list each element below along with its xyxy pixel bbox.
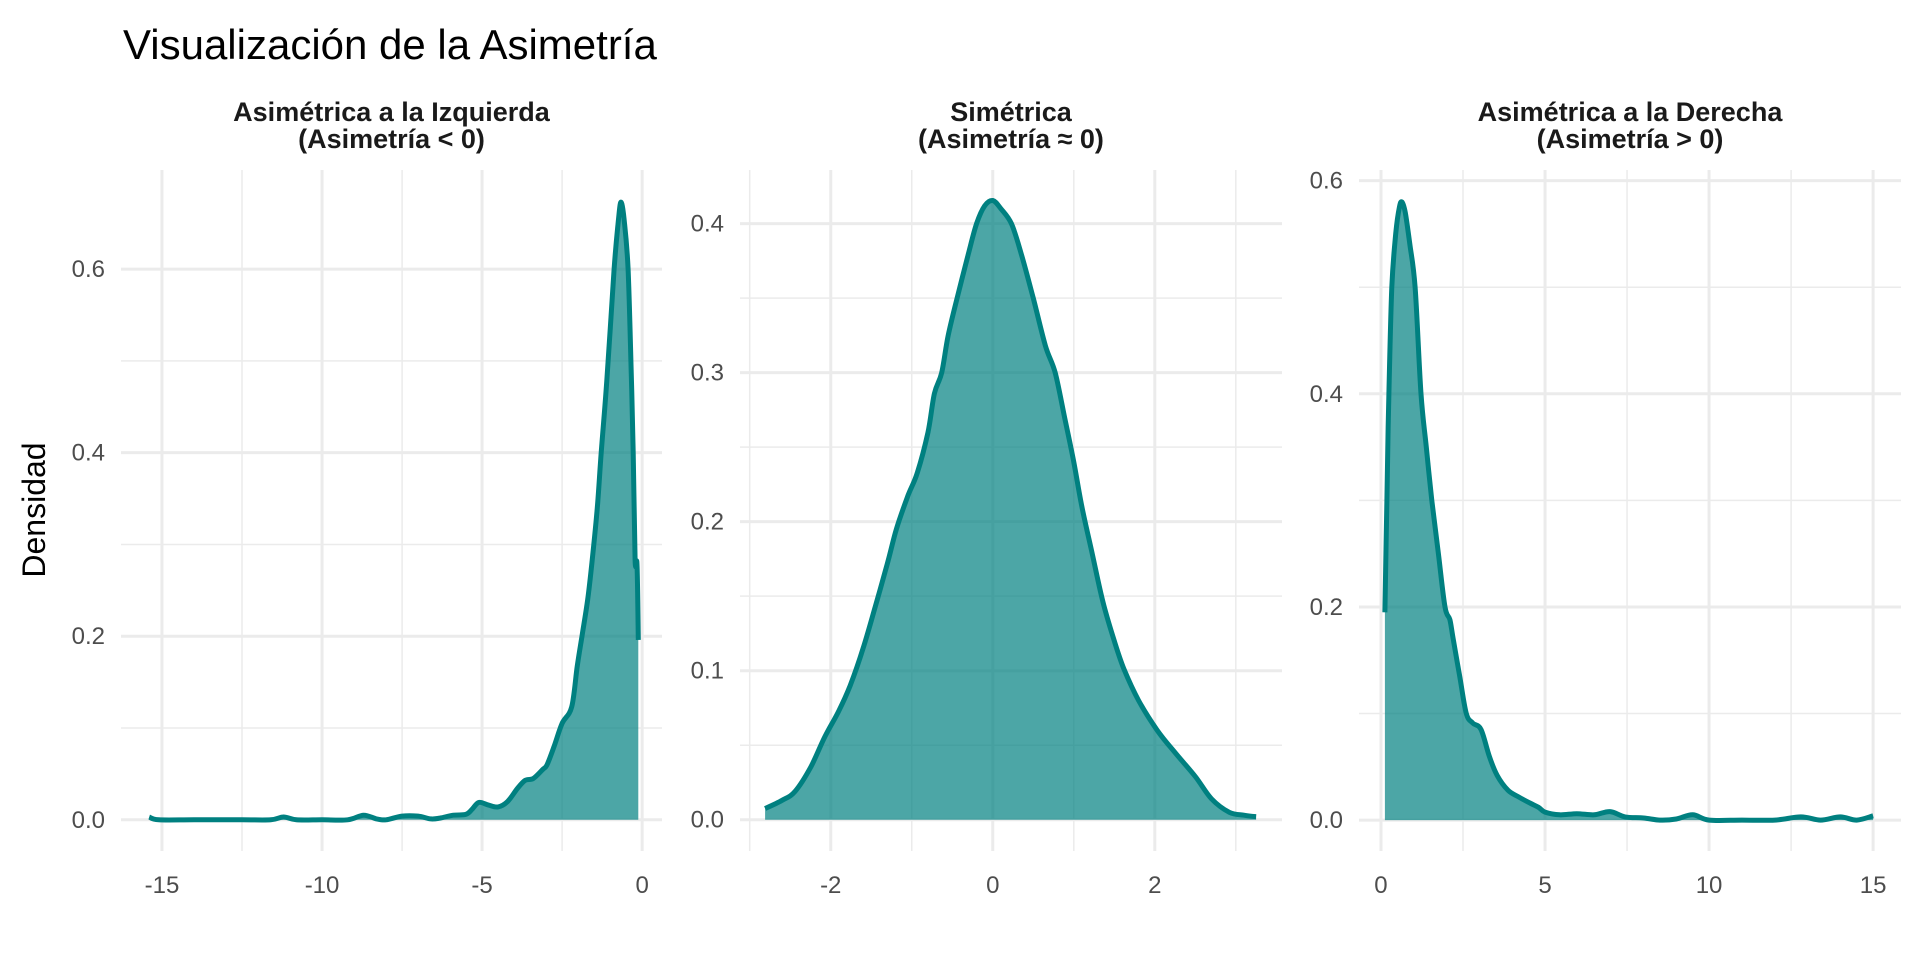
panel-symmetric-density-area: [765, 200, 1257, 820]
panel-right-x-tick-label: 15: [1860, 872, 1887, 899]
panel-left-y-tick-label: 0.0: [72, 807, 105, 834]
panel-symmetric-strip-line2: (Asimetría ≈ 0): [918, 124, 1104, 154]
panel-right-density-line: [1382, 199, 1874, 823]
panel-right-y-ticks: 0.0 0.2 0.4 0.6: [1310, 168, 1343, 834]
panel-right-density: [1382, 199, 1874, 823]
panel-left-y-ticks: 0.0 0.2 0.4 0.6: [72, 256, 105, 834]
panel-left-x-tick-label: -5: [471, 872, 492, 899]
panel-right-skewed: Asimétrica a la Derecha (Asimetría > 0) …: [1310, 97, 1901, 899]
panel-left-y-tick-label: 0.2: [72, 623, 105, 650]
panel-symmetric-y-ticks: 0.0 0.1 0.2 0.3 0.4: [691, 211, 724, 834]
panel-left-y-tick-label: 0.4: [72, 440, 105, 467]
panel-left-y-tick-label: 0.6: [72, 256, 105, 283]
panel-symmetric-density-line: [764, 197, 1257, 820]
panel-left-density-area: [149, 202, 639, 821]
panel-symmetric-x-tick-label: 2: [1148, 872, 1161, 899]
panel-left-x-tick-label: -10: [305, 872, 340, 899]
panel-left-gridlines: [121, 170, 662, 851]
panel-left-skewed: Asimétrica a la Izquierda (Asimetría < 0…: [72, 97, 662, 899]
panel-symmetric-y-tick-label: 0.1: [691, 658, 724, 685]
panel-symmetric-x-ticks: -2 0 2: [820, 872, 1161, 899]
panel-right-y-tick-label: 0.2: [1310, 594, 1343, 621]
panel-symmetric-strip-line1: Simétrica: [950, 97, 1073, 127]
panel-right-y-tick-label: 0.6: [1310, 168, 1343, 195]
y-axis-title: Densidad: [16, 442, 52, 577]
panel-right-x-tick-label: 0: [1374, 872, 1387, 899]
panel-left-density-line: [148, 199, 641, 823]
panel-right-x-ticks: 0 5 10 15: [1374, 872, 1886, 899]
panel-symmetric-y-tick-label: 0.4: [691, 211, 724, 238]
panel-left-strip-line1: Asimétrica a la Izquierda: [233, 97, 551, 127]
panel-symmetric-y-tick-label: 0.3: [691, 360, 724, 387]
chart-title: Visualización de la Asimetría: [123, 21, 657, 68]
panel-symmetric-density: [764, 197, 1257, 820]
panel-left-strip-line2: (Asimetría < 0): [298, 124, 485, 154]
panel-right-x-tick-label: 10: [1696, 872, 1723, 899]
panel-symmetric-x-tick-label: 0: [986, 872, 999, 899]
panel-symmetric: Simétrica (Asimetría ≈ 0) 0.00.10.20.30.…: [691, 97, 1282, 899]
panel-right-y-tick-label: 0.4: [1310, 381, 1343, 408]
panel-right-y-tick-label: 0.0: [1310, 807, 1343, 834]
panel-symmetric-y-tick-label: 0.2: [691, 509, 724, 536]
panel-right-x-tick-label: 5: [1538, 872, 1551, 899]
panel-left-x-ticks: -15 -10 -5 0: [145, 872, 649, 899]
panel-symmetric-x-tick-label: -2: [820, 872, 841, 899]
panel-right-strip-line2: (Asimetría > 0): [1537, 124, 1724, 154]
panel-left-x-tick-label: -15: [145, 872, 180, 899]
panel-left-x-tick-label: 0: [635, 872, 648, 899]
panel-left-density: [148, 199, 641, 823]
panel-right-density-area: [1384, 201, 1874, 821]
panel-symmetric-y-tick-label: 0.0: [691, 807, 724, 834]
panel-right-strip-line1: Asimétrica a la Derecha: [1478, 97, 1784, 127]
